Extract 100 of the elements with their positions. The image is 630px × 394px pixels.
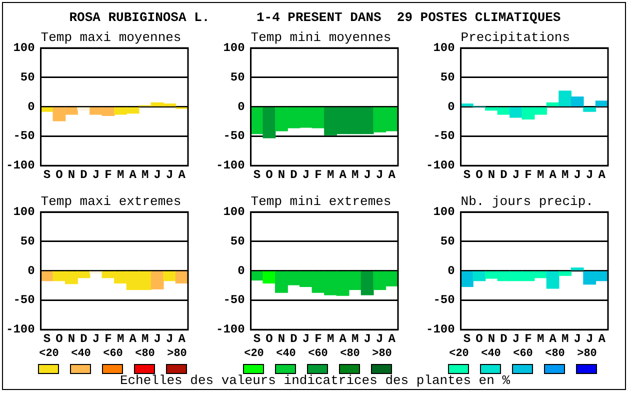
x-tick-label: J — [166, 332, 174, 346]
x-tick-label: J — [302, 168, 310, 182]
text: >80 — [371, 348, 393, 360]
x-tick-label: J — [92, 168, 100, 182]
x-tick-label: S — [463, 168, 471, 182]
x-tick-label: O — [56, 332, 63, 346]
x-tick-label: D — [290, 332, 298, 346]
text: <80 — [544, 348, 566, 360]
y-tick-label: 50 — [230, 234, 245, 248]
x-tick-label: M — [536, 168, 544, 182]
x-tick-label: M — [326, 332, 334, 346]
y-tick-label: -100 — [426, 158, 455, 173]
x-tick-label: F — [314, 332, 322, 346]
x-tick-label: S — [43, 332, 51, 346]
x-tick-label: N — [68, 332, 76, 346]
x-tick-label: O — [266, 332, 273, 346]
x-tick-label: A — [129, 168, 138, 182]
x-tick-label: J — [586, 168, 594, 182]
x-tick-label: A — [388, 332, 396, 346]
text: Echelles des valeurs indicatrices des plantes en % — [118, 373, 512, 388]
x-tick-label: O — [266, 168, 273, 182]
text: <20 — [448, 348, 470, 360]
text: <40 — [480, 348, 502, 360]
x-tick-label: O — [476, 332, 483, 346]
x-tick-label: J — [302, 332, 310, 346]
chart-title: Temp mini moyennes — [250, 30, 392, 45]
x-tick-label: M — [536, 332, 544, 346]
x-tick-label: N — [488, 168, 496, 182]
text: ROSA RUBIGINOSA L. 1-4 PRESENT DANS 29 POSTES CLIMATIQUES — [68, 10, 562, 25]
y-tick-label: 0 — [238, 264, 245, 278]
bar — [570, 96, 584, 106]
y-tick-label: 0 — [238, 100, 245, 114]
y-tick-label: -50 — [13, 293, 35, 308]
x-tick-label: O — [476, 168, 483, 182]
x-tick-label: D — [80, 332, 88, 346]
text: <40 — [275, 348, 297, 360]
chart-title: Precipitations — [460, 30, 570, 45]
bar — [558, 90, 572, 106]
x-tick-label: M — [326, 168, 334, 182]
x-tick-label: M — [141, 168, 149, 182]
y-tick-label: 100 — [13, 205, 35, 220]
x-tick-label: A — [339, 332, 348, 346]
x-tick-label: J — [512, 332, 520, 346]
x-tick-label: J — [154, 168, 161, 182]
x-tick-label: J — [364, 332, 371, 346]
x-tick-label: S — [253, 168, 261, 182]
text: <20 — [243, 348, 265, 360]
x-tick-label: J — [512, 168, 520, 182]
y-tick-label: -50 — [13, 129, 35, 144]
x-tick-label: A — [129, 332, 138, 346]
y-tick-label: -50 — [433, 129, 455, 144]
text: <80 — [339, 348, 361, 360]
x-tick-label: S — [43, 168, 51, 182]
x-tick-label: M — [561, 332, 569, 346]
x-tick-label: A — [549, 332, 558, 346]
text: <40 — [70, 348, 92, 360]
x-tick-label: D — [500, 168, 508, 182]
bar — [595, 100, 608, 106]
x-tick-label: M — [351, 168, 359, 182]
y-tick-label: 50 — [230, 70, 245, 84]
x-tick-label: F — [524, 332, 532, 346]
y-tick-label: 100 — [13, 41, 35, 56]
y-tick-label: 50 — [440, 70, 455, 84]
bar — [583, 107, 596, 112]
x-tick-label: S — [253, 332, 261, 346]
x-tick-label: S — [463, 332, 471, 346]
x-tick-label: A — [178, 168, 186, 182]
x-tick-label: M — [116, 332, 124, 346]
x-tick-label: A — [388, 168, 396, 182]
text: <60 — [512, 348, 534, 360]
chart-title: Nb. jours precip. — [460, 194, 594, 209]
y-tick-label: -100 — [216, 322, 245, 337]
y-tick-label: 100 — [433, 205, 455, 220]
y-tick-label: 100 — [433, 41, 455, 56]
text: >80 — [166, 348, 188, 360]
x-tick-label: J — [574, 168, 581, 182]
text: <60 — [307, 348, 329, 360]
x-tick-label: F — [104, 168, 112, 182]
x-tick-label: D — [80, 168, 88, 182]
y-tick-label: 50 — [20, 234, 35, 248]
x-tick-label: J — [166, 168, 174, 182]
x-tick-label: J — [376, 168, 384, 182]
y-tick-label: 100 — [223, 41, 245, 56]
text: <20 — [38, 348, 60, 360]
chart-title: Temp mini extremes — [250, 194, 392, 209]
x-tick-label: F — [524, 168, 532, 182]
x-tick-label: D — [500, 332, 508, 346]
y-tick-label: -100 — [6, 322, 35, 337]
x-tick-label: D — [290, 168, 298, 182]
x-tick-label: N — [488, 332, 496, 346]
x-tick-label: A — [598, 332, 606, 346]
x-tick-label: J — [586, 332, 594, 346]
x-tick-label: N — [278, 168, 286, 182]
x-tick-label: A — [549, 168, 558, 182]
chart-title: Temp maxi extremes — [40, 194, 182, 209]
text: >80 — [576, 348, 598, 360]
x-tick-label: J — [364, 168, 371, 182]
x-tick-label: A — [598, 168, 606, 182]
y-tick-label: 100 — [223, 205, 245, 220]
x-tick-label: M — [116, 168, 124, 182]
